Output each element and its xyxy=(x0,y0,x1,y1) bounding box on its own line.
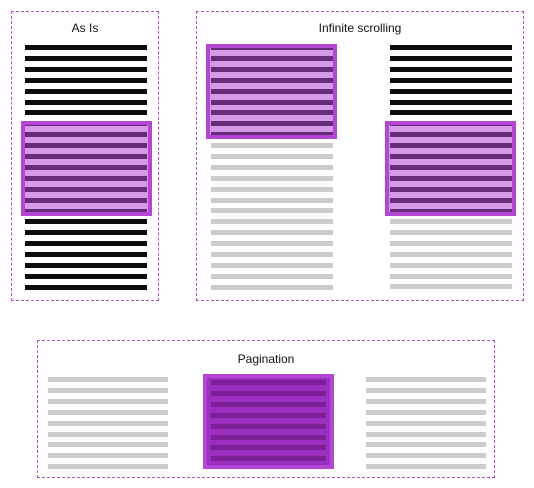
as-is-title: As Is xyxy=(71,21,99,35)
as-is-panel: As Is xyxy=(11,11,159,301)
content-line xyxy=(48,442,168,447)
content-line xyxy=(25,78,147,83)
content-line xyxy=(48,464,168,469)
content-line xyxy=(390,230,512,235)
content-line xyxy=(390,219,512,224)
content-line xyxy=(211,154,333,159)
content-line xyxy=(48,399,168,404)
content-line xyxy=(390,56,512,61)
content-line xyxy=(211,424,326,429)
content-line xyxy=(211,445,326,450)
content-line xyxy=(211,143,333,148)
content-line xyxy=(211,263,333,268)
infinite-scrolling-title: Infinite scrolling xyxy=(318,21,402,35)
content-line xyxy=(25,263,147,268)
content-line xyxy=(25,89,147,94)
content-line xyxy=(48,388,168,393)
content-line xyxy=(211,230,333,235)
infinite-scrolling-panel: Infinite scrolling xyxy=(196,11,524,301)
content-line xyxy=(25,241,147,246)
content-line xyxy=(25,230,147,235)
content-line xyxy=(211,435,326,440)
content-line xyxy=(366,377,486,382)
content-line xyxy=(390,45,512,50)
content-line xyxy=(366,410,486,415)
content-line xyxy=(211,391,326,396)
content-line xyxy=(211,413,326,418)
content-line xyxy=(390,284,512,289)
content-line xyxy=(211,165,333,170)
content-line xyxy=(48,432,168,437)
pagination-title: Pagination xyxy=(237,352,295,366)
content-line xyxy=(366,399,486,404)
content-line xyxy=(366,421,486,426)
content-line xyxy=(211,219,333,224)
content-line xyxy=(366,388,486,393)
infinite-left-unloaded-stack xyxy=(211,143,333,295)
content-line xyxy=(211,198,333,203)
pagination-next-page-stack xyxy=(366,377,486,473)
content-line xyxy=(211,456,326,461)
infinite-right-viewport xyxy=(385,121,516,216)
content-line xyxy=(25,219,147,224)
content-line xyxy=(25,110,147,115)
content-line xyxy=(211,252,333,257)
content-line xyxy=(390,78,512,83)
content-line xyxy=(48,410,168,415)
content-line xyxy=(25,67,147,72)
content-line xyxy=(366,442,486,447)
content-line xyxy=(211,176,333,181)
content-line xyxy=(366,464,486,469)
content-line xyxy=(390,263,512,268)
content-line xyxy=(25,274,147,279)
content-line xyxy=(211,285,333,290)
content-line xyxy=(390,110,512,115)
content-line xyxy=(48,377,168,382)
content-line xyxy=(390,100,512,105)
infinite-left-viewport xyxy=(206,44,337,139)
content-line xyxy=(25,285,147,290)
infinite-right-unloaded-stack xyxy=(390,219,512,295)
pagination-current-page-stack xyxy=(211,380,326,465)
content-line xyxy=(25,100,147,105)
content-line xyxy=(390,241,512,246)
pagination-panel: Pagination xyxy=(37,340,495,478)
content-line xyxy=(25,45,147,50)
pagination-previous-page-stack xyxy=(48,377,168,473)
content-line xyxy=(211,402,326,407)
content-line xyxy=(390,89,512,94)
content-line xyxy=(211,380,326,385)
content-line xyxy=(211,187,333,192)
content-line xyxy=(25,56,147,61)
as-is-viewport xyxy=(21,121,152,216)
content-line xyxy=(48,421,168,426)
pagination-current-page xyxy=(203,374,334,469)
content-line xyxy=(211,241,333,246)
content-line xyxy=(366,453,486,458)
content-line xyxy=(390,252,512,257)
content-line xyxy=(366,432,486,437)
content-line xyxy=(211,208,333,213)
content-line xyxy=(48,453,168,458)
content-line xyxy=(390,274,512,279)
content-line xyxy=(390,67,512,72)
content-line xyxy=(25,252,147,257)
content-line xyxy=(211,274,333,279)
